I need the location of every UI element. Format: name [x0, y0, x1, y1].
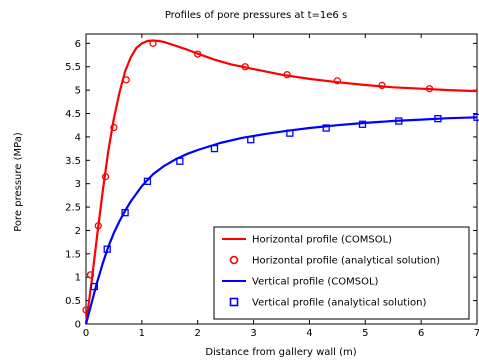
legend-item: Horizontal profile (analytical solution): [229, 255, 440, 267]
y-tick-label: 4: [75, 132, 81, 143]
data-point: [94, 222, 102, 230]
data-point: [210, 144, 219, 153]
data-point: [103, 245, 111, 253]
data-point: [358, 120, 367, 128]
data-point: [122, 76, 130, 84]
x-tick-label: 1: [139, 328, 145, 339]
legend-label: Vertical profile (COMSOL): [252, 277, 379, 288]
data-point: [110, 123, 118, 132]
data-point: [241, 63, 249, 71]
legend-label: Vertical profile (analytical solution): [252, 298, 426, 309]
data-point: [434, 115, 442, 123]
legend-circle-swatch: [229, 255, 239, 265]
y-tick-label: 3.5: [65, 156, 81, 167]
series-layer: [82, 39, 479, 325]
data-point: [86, 271, 95, 279]
series-3: [90, 113, 479, 291]
y-tick-label: 2.5: [65, 203, 81, 214]
data-point: [194, 50, 202, 58]
data-point: [149, 39, 157, 48]
data-point: [101, 173, 110, 181]
data-point: [90, 282, 99, 291]
y-axis-label: Pore pressure (MPa): [13, 132, 24, 232]
data-point: [121, 209, 129, 217]
legend-square-swatch: [229, 297, 239, 307]
y-tick-label: 1: [75, 273, 81, 284]
y-tick-label: 0: [75, 320, 81, 331]
data-point: [473, 113, 479, 121]
x-tick-label: 5: [362, 328, 368, 339]
data-point: [247, 136, 255, 144]
legend-label: Horizontal profile (COMSOL): [252, 235, 392, 246]
x-axis-label: Distance from gallery wall (m): [205, 347, 356, 358]
data-point: [143, 177, 152, 185]
y-tick-label: 0.5: [65, 296, 81, 307]
chart-title: Profiles of pore pressures at t=1e6 s: [165, 10, 347, 21]
legend-item: Vertical profile (analytical solution): [229, 297, 426, 309]
legend-box: [213, 226, 470, 320]
y-tick-label: 6: [75, 39, 81, 50]
data-point: [176, 157, 184, 165]
x-tick-label: 3: [250, 328, 256, 339]
x-tick-label: 0: [83, 328, 89, 339]
legend-item: Vertical profile (COMSOL): [222, 277, 379, 288]
series-line: [84, 116, 478, 325]
legend-label: Horizontal profile (analytical solution): [252, 256, 440, 267]
data-point: [322, 124, 330, 132]
y-tick-label: 2: [75, 226, 81, 237]
series-2: [84, 116, 478, 325]
x-tick-label: 2: [195, 328, 201, 339]
data-point: [283, 71, 291, 79]
y-tick-label: 5: [75, 86, 81, 97]
y-tick-label: 1.5: [65, 249, 81, 260]
x-tick-label: 6: [418, 328, 424, 339]
data-point: [333, 77, 342, 85]
x-tick-label: 7: [474, 328, 479, 339]
data-point: [395, 117, 403, 125]
legend-item: Horizontal profile (COMSOL): [222, 235, 392, 246]
y-tick-label: 5.5: [65, 62, 81, 73]
x-tick-label: 4: [306, 328, 312, 339]
data-point: [425, 85, 434, 93]
y-tick-label: 3: [75, 179, 81, 190]
axis-ticks: 0 1 2 3 4 5 6 7 0 0.5 1 1.5 2 2.5 3 3.5 4 4.5 5 5.5 6: [65, 34, 479, 339]
series-line: [84, 39, 478, 325]
series-1: [82, 39, 434, 314]
y-tick-label: 4.5: [65, 109, 81, 120]
series-0: [84, 39, 478, 325]
legend: Horizontal profile (COMSOL) Horizontal pr…: [213, 226, 470, 320]
data-point: [286, 129, 294, 137]
data-point: [378, 81, 386, 90]
